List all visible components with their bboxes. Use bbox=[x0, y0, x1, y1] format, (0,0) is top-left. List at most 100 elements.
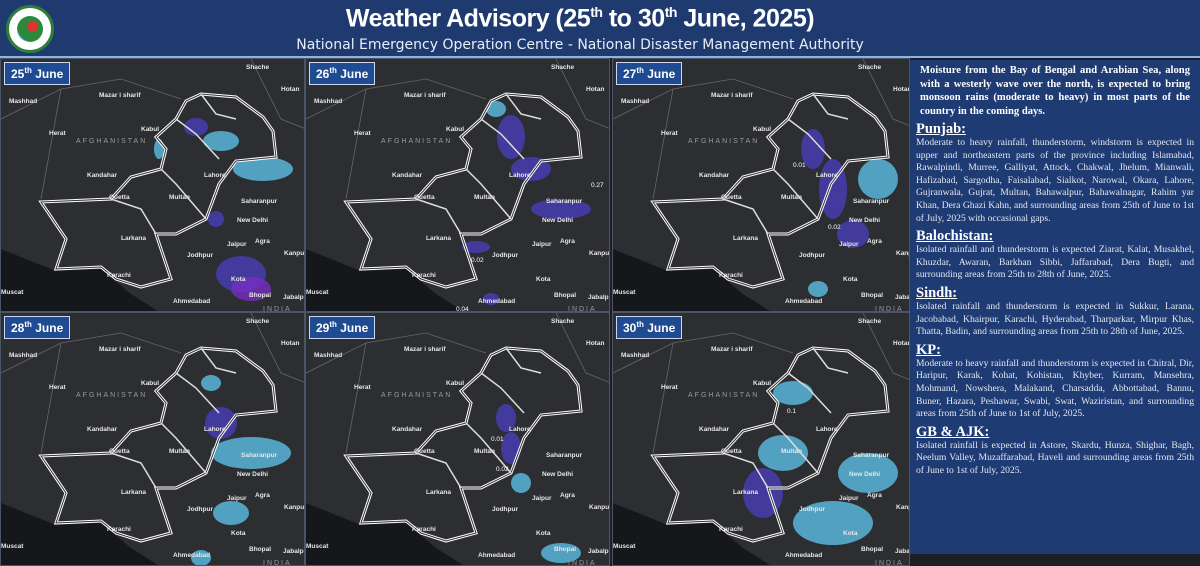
city-label: Kandahar bbox=[699, 426, 729, 433]
city-label: Multan bbox=[169, 194, 190, 201]
pakistan-border-inner bbox=[345, 93, 582, 288]
rain-value-label: 0.02 bbox=[828, 224, 841, 231]
rain-area bbox=[201, 375, 221, 391]
rain-value-label: 0.01 bbox=[793, 162, 806, 169]
province-borders bbox=[722, 93, 849, 235]
arabian-sea bbox=[306, 249, 463, 311]
day-label: 30th June bbox=[616, 316, 683, 339]
city-label: Quetta bbox=[414, 194, 435, 201]
city-label: Mashhad bbox=[621, 352, 649, 359]
rain-area bbox=[462, 241, 490, 253]
city-label: Mazar i sharif bbox=[404, 92, 446, 99]
city-label: Bhopal bbox=[861, 292, 883, 299]
city-label: New Delhi bbox=[237, 217, 268, 224]
city-label: Herat bbox=[661, 130, 678, 137]
city-label: Shache bbox=[858, 64, 882, 71]
city-label: Bhopal bbox=[554, 546, 576, 553]
day-month: June bbox=[31, 321, 64, 335]
city-label: Herat bbox=[354, 130, 371, 137]
country-label: INDIA bbox=[568, 306, 597, 312]
city-label: Karachi bbox=[107, 526, 131, 533]
city-label: Agra bbox=[255, 492, 270, 499]
city-label: Multan bbox=[474, 448, 495, 455]
city-label: Kabul bbox=[753, 126, 771, 133]
day-month: June bbox=[31, 67, 64, 81]
city-label: Mazar i sharif bbox=[99, 346, 141, 353]
day-suffix: th bbox=[329, 66, 337, 75]
day-number: 30 bbox=[623, 321, 637, 335]
city-label: Kanpur bbox=[284, 250, 305, 257]
rain-area bbox=[858, 159, 898, 199]
rain-area bbox=[501, 432, 521, 464]
day-suffix: th bbox=[636, 320, 644, 329]
country-label: INDIA bbox=[263, 560, 292, 566]
rain-area bbox=[184, 118, 208, 136]
city-label: Saharanpur bbox=[241, 198, 278, 205]
city-label: Lahore bbox=[816, 426, 838, 433]
city-label: Shache bbox=[551, 318, 575, 325]
page-title: Weather Advisory (25th to 30th June, 202… bbox=[0, 4, 1160, 33]
city-label: Multan bbox=[781, 194, 802, 201]
day-month: June bbox=[336, 321, 369, 335]
city-label: Jaipur bbox=[532, 495, 552, 502]
rain-value-label: 0.1 bbox=[787, 408, 796, 415]
country-borders bbox=[1, 313, 304, 454]
rain-area bbox=[496, 404, 516, 432]
pakistan-border-inner bbox=[40, 347, 277, 542]
title-sup: th bbox=[664, 4, 678, 20]
city-label: Shache bbox=[246, 64, 270, 71]
city-label: Muscat bbox=[1, 543, 24, 550]
rain-area bbox=[773, 381, 813, 405]
city-label: New Delhi bbox=[849, 471, 880, 478]
city-label: Kota bbox=[231, 530, 246, 537]
map-panel-28-june: 28th June Mashhad Mazar i sharif Herat Kabul… bbox=[0, 312, 305, 566]
city-label: Saharanpur bbox=[853, 452, 890, 459]
day-suffix: th bbox=[329, 320, 337, 329]
province-borders bbox=[415, 93, 542, 235]
city-label: Kanpur bbox=[284, 504, 305, 511]
section-text: Moderate to heavy rainfall and thunderst… bbox=[916, 357, 1194, 420]
rain-area bbox=[205, 407, 237, 439]
province-borders bbox=[110, 347, 237, 489]
city-label: Jabalpur bbox=[588, 548, 610, 555]
day-suffix: th bbox=[24, 320, 32, 329]
country-label: AFGHANISTAN bbox=[76, 392, 147, 399]
rain-map: Mashhad Mazar i sharif Herat Kabul Kandahar Q… bbox=[1, 313, 305, 566]
pakistan-border-inner bbox=[345, 347, 582, 542]
province-borders bbox=[415, 347, 542, 489]
city-label: Shache bbox=[246, 318, 270, 325]
city-label: Larkana bbox=[733, 489, 758, 496]
rain-area bbox=[213, 501, 249, 525]
city-label: Kabul bbox=[141, 380, 159, 387]
city-label: Ahmedabad bbox=[785, 552, 822, 559]
city-label: Kota bbox=[231, 276, 246, 283]
day-label: 28th June bbox=[4, 316, 71, 339]
city-label: Ahmedabad bbox=[478, 552, 515, 559]
day-month: June bbox=[336, 67, 369, 81]
city-label: Jaipur bbox=[839, 241, 859, 248]
title-text: to 30 bbox=[602, 4, 665, 33]
city-label: Jodhpur bbox=[187, 506, 213, 513]
city-label: Quetta bbox=[721, 448, 742, 455]
city-label: Lahore bbox=[509, 426, 531, 433]
city-label: Mashhad bbox=[314, 98, 342, 105]
day-number: 27 bbox=[623, 67, 637, 81]
section-text: Isolated rainfall and thunderstorm is ex… bbox=[916, 300, 1194, 338]
country-label: AFGHANISTAN bbox=[381, 392, 452, 399]
city-label: Lahore bbox=[204, 172, 226, 179]
city-label: Quetta bbox=[109, 448, 130, 455]
city-label: Kandahar bbox=[392, 172, 422, 179]
city-label: Hotan bbox=[281, 86, 299, 93]
rain-map: Mashhad Mazar i sharif Herat Kabul Kandahar Q… bbox=[613, 59, 909, 311]
map-panel-29-june: 29th June Mashhad Mazar i sharif Herat Kabul… bbox=[305, 312, 610, 566]
rain-area bbox=[208, 211, 224, 227]
city-label: Jodhpur bbox=[799, 252, 825, 259]
country-label: INDIA bbox=[263, 306, 292, 312]
city-label: Saharanpur bbox=[546, 198, 583, 205]
arabian-sea bbox=[1, 503, 158, 565]
city-label: Larkana bbox=[733, 235, 758, 242]
city-label: Shache bbox=[551, 64, 575, 71]
city-label: Mazar i sharif bbox=[404, 346, 446, 353]
city-label: Hotan bbox=[586, 86, 604, 93]
city-label: Lahore bbox=[509, 172, 531, 179]
